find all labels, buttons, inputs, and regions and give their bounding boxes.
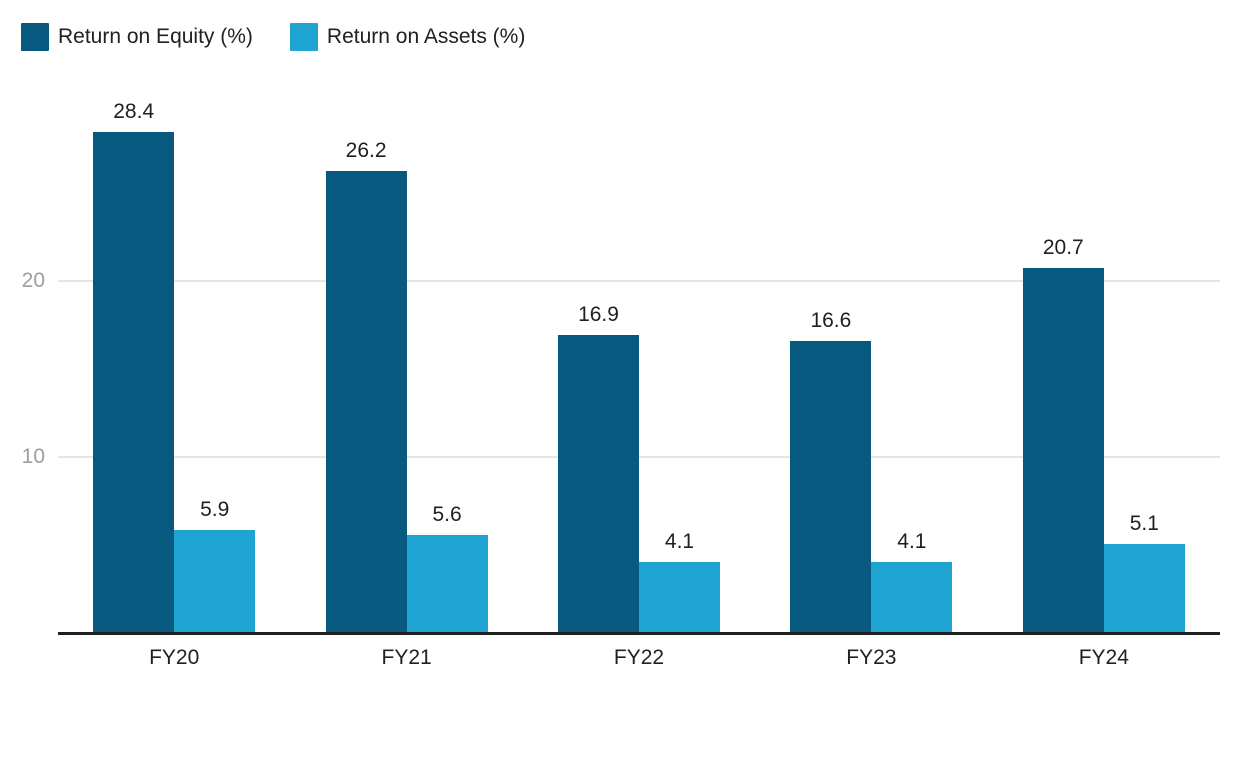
legend-label-return-on-assets: Return on Assets (%)	[326, 25, 526, 48]
legend-swatch-roe-icon	[21, 23, 49, 51]
value-label-roe-fy23: 16.6	[810, 308, 852, 332]
bar-roa-fy21[interactable]	[406, 535, 488, 634]
bar-roe-fy20[interactable]	[93, 132, 175, 634]
value-label-roa-fy24: 5.1	[1129, 511, 1159, 535]
x-axis-label-fy20: FY20	[149, 646, 200, 669]
bar-roe-fy24[interactable]	[1022, 268, 1104, 634]
legend-label-return-on-equity: Return on Equity (%)	[58, 25, 253, 48]
value-label-roa-fy22: 4.1	[664, 529, 695, 553]
gridline-10	[58, 456, 1220, 459]
bar-roa-fy22[interactable]	[639, 561, 720, 634]
value-label-roe-fy20: 28.4	[113, 100, 155, 124]
legend-item-return-on-equity[interactable]: Return on Equity (%)	[21, 23, 253, 51]
bar-roe-fy23[interactable]	[790, 340, 872, 634]
x-axis-label-fy24: FY24	[1078, 646, 1129, 669]
y-axis-tick-label-10: 10	[21, 445, 45, 469]
gridline-20	[58, 279, 1220, 282]
value-label-roe-fy24: 20.7	[1042, 236, 1084, 260]
x-axis-label-fy22: FY22	[613, 646, 665, 669]
bar-roe-fy21[interactable]	[325, 171, 407, 634]
legend-item-return-on-assets[interactable]: Return on Assets (%)	[289, 23, 526, 51]
x-axis-label-fy21: FY21	[381, 646, 432, 669]
bar-roa-fy23[interactable]	[871, 561, 953, 634]
bar-roa-fy20[interactable]	[174, 529, 256, 634]
x-axis-line	[58, 632, 1220, 635]
y-axis-tick-label-20: 20	[21, 268, 45, 292]
value-label-roa-fy23: 4.1	[897, 529, 927, 553]
legend-swatch-roa-icon	[289, 23, 318, 51]
value-label-roa-fy20: 5.9	[200, 497, 230, 521]
value-label-roe-fy22: 16.9	[578, 303, 619, 327]
x-axis-label-fy23: FY23	[846, 646, 897, 669]
value-label-roa-fy21: 5.6	[432, 503, 462, 527]
bar-roe-fy22[interactable]	[558, 335, 639, 634]
value-label-roe-fy21: 26.2	[345, 139, 387, 163]
bar-roa-fy24[interactable]	[1103, 543, 1185, 634]
chart-legend: Return on Equity (%) Return on Assets (%…	[21, 23, 525, 51]
